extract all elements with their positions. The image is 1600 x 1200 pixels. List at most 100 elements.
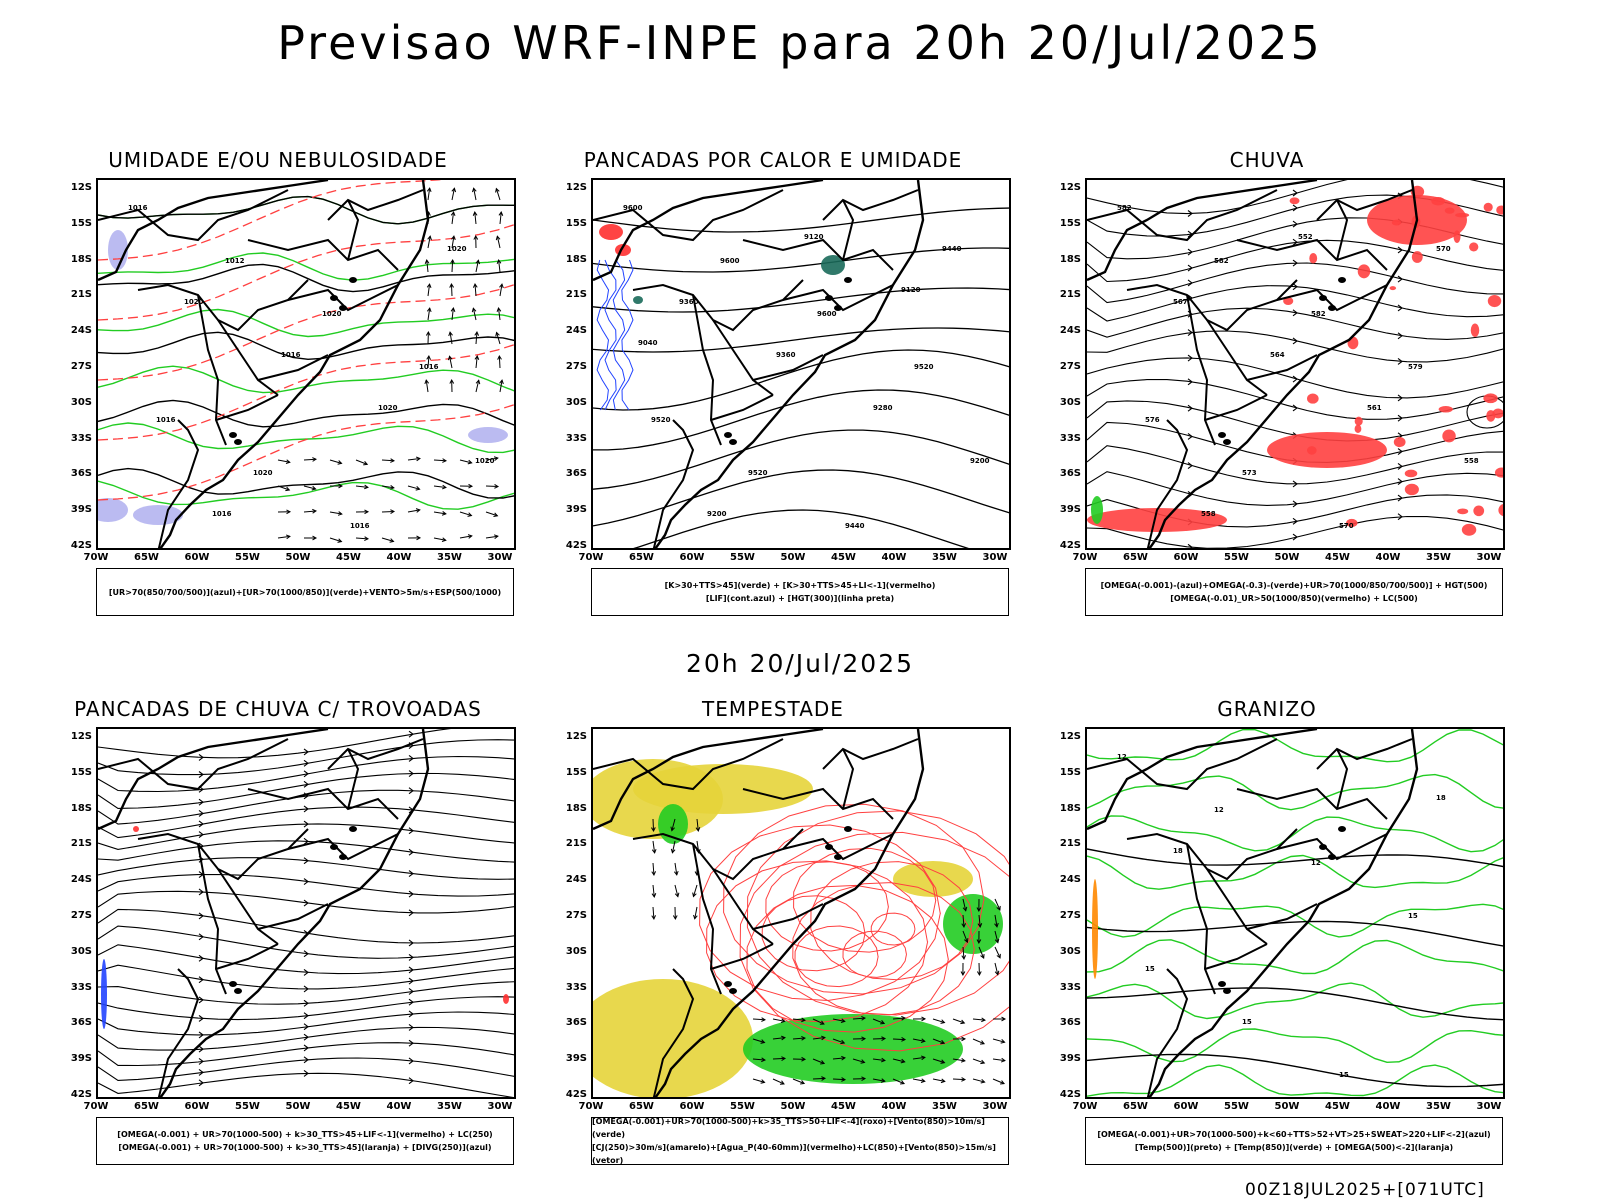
legend-line: [OMEGA(-0.001) + UR>70(1000-500) + k>30_… [117, 1130, 493, 1139]
shaded-area [468, 427, 508, 443]
contour-label: 1020 [184, 298, 204, 306]
contour-label: 9120 [804, 233, 824, 241]
wind-vector [427, 284, 431, 297]
temp500-contour [1087, 987, 1503, 1021]
temp850-contour [1087, 729, 1503, 763]
latitude-label: 36S [1059, 1017, 1081, 1029]
map-panel: CHUVA 12S 15S 18S 21S 24S 27S 30S 33S 36S 39S 42S 70… [1047, 148, 1517, 618]
state-border [842, 748, 855, 810]
latitude-label: 15S [565, 766, 587, 778]
contour-label: 1016 [156, 416, 176, 424]
shaded-area [98, 498, 128, 522]
contour-label: 15 [1145, 965, 1155, 973]
state-border [1316, 738, 1413, 770]
contour-label: 1016 [419, 363, 439, 371]
state-border [1204, 943, 1268, 970]
longitude-label: 60W [679, 552, 705, 563]
latitude-label: 30S [70, 945, 92, 957]
shaded-area [503, 994, 509, 1004]
latitude-label: 30S [1059, 945, 1081, 957]
longitude-label: 35W [437, 552, 462, 563]
legend-line: [UR>70(850/700/500)](azul)+[UR>70(1000/8… [108, 587, 502, 597]
wind-vector [329, 511, 342, 515]
contour-label: 1016 [128, 204, 148, 212]
lif-contour [621, 259, 634, 411]
longitude-label: 35W [437, 1101, 462, 1112]
state-border [1246, 903, 1318, 930]
latitude-label: 36S [70, 468, 92, 480]
wind-vector [475, 260, 479, 273]
contour-label: 1016 [350, 522, 370, 530]
state-border [137, 279, 309, 332]
latitude-label: 30S [565, 396, 587, 408]
wind-vector [425, 380, 429, 393]
longitude-label: 65W [629, 552, 654, 563]
wind-vector [872, 1018, 885, 1024]
longitude-label: 50W [1274, 552, 1300, 563]
state-border [197, 294, 227, 446]
shaded-area [1461, 523, 1477, 536]
longitude-label: 55W [235, 552, 260, 563]
panel-legend: [UR>70(850/700/500)](azul)+[UR>70(1000/8… [96, 568, 514, 616]
longitude-label: 35W [932, 552, 957, 563]
longitude-label: 60W [1173, 1101, 1199, 1112]
wind-vector [451, 236, 455, 249]
state-border [217, 319, 279, 396]
latitude-label: 27S [1059, 910, 1081, 921]
longitude-label: 50W [780, 1101, 806, 1112]
longitude-label: 45W [336, 552, 361, 563]
wind-vector [495, 188, 501, 201]
wind-vector [277, 485, 290, 491]
state-border [1186, 843, 1216, 995]
lc850-streamline [739, 831, 1009, 1052]
wind-vector [772, 1037, 785, 1040]
wind-vector [994, 962, 999, 975]
lc850-streamline [765, 861, 889, 952]
contour-label: 18 [1173, 847, 1183, 855]
shaded-area [1496, 205, 1503, 215]
state-border [1126, 279, 1298, 332]
wind-vector [812, 1077, 826, 1080]
latitude-label: 39S [70, 504, 92, 516]
wind-vector [498, 355, 501, 369]
wind-vector [499, 212, 502, 225]
wind-vector [451, 212, 455, 225]
contour-label: 570 [1436, 245, 1451, 253]
state-border [1276, 284, 1388, 312]
longitude-label: 65W [134, 1101, 159, 1112]
longitude-label: 70W [1072, 1101, 1098, 1112]
hgt300-contour [593, 247, 1009, 273]
contour-label: 570 [1339, 522, 1354, 530]
state-border [1336, 199, 1349, 261]
streamline [1087, 307, 1503, 340]
contour-label: 9520 [914, 363, 934, 371]
contour-label: 15 [1339, 1071, 1349, 1079]
longitude-label: 35W [1426, 1101, 1451, 1112]
wind-vector [752, 1018, 766, 1021]
latitude-label: 24S [565, 874, 587, 886]
state-border [247, 787, 399, 820]
temp850-contour [1087, 854, 1503, 890]
lc850-streamline [746, 884, 949, 1033]
shaded-area [1498, 504, 1503, 517]
latitude-label: 27S [565, 910, 587, 921]
wind-vector [812, 1058, 825, 1064]
thickness-line [98, 224, 514, 321]
latitude-label: 18S [70, 802, 92, 814]
longitude-label: 45W [336, 1101, 361, 1112]
latitude-label: 18S [565, 802, 587, 814]
shaded-area [1487, 294, 1502, 308]
state-border [1204, 394, 1268, 421]
coastline [1087, 180, 1419, 548]
longitude-label: 40W [881, 1101, 907, 1112]
contour-label: 582 [1214, 257, 1229, 265]
latitude-label: 42S [1059, 540, 1081, 551]
wind-vector [772, 1057, 786, 1060]
state-border [1087, 738, 1278, 791]
streamline [98, 1057, 514, 1081]
thickness-line [98, 284, 514, 381]
wind-vector [498, 308, 501, 321]
state-border [692, 843, 722, 995]
state-border [632, 279, 804, 332]
thickness-line [98, 404, 514, 501]
